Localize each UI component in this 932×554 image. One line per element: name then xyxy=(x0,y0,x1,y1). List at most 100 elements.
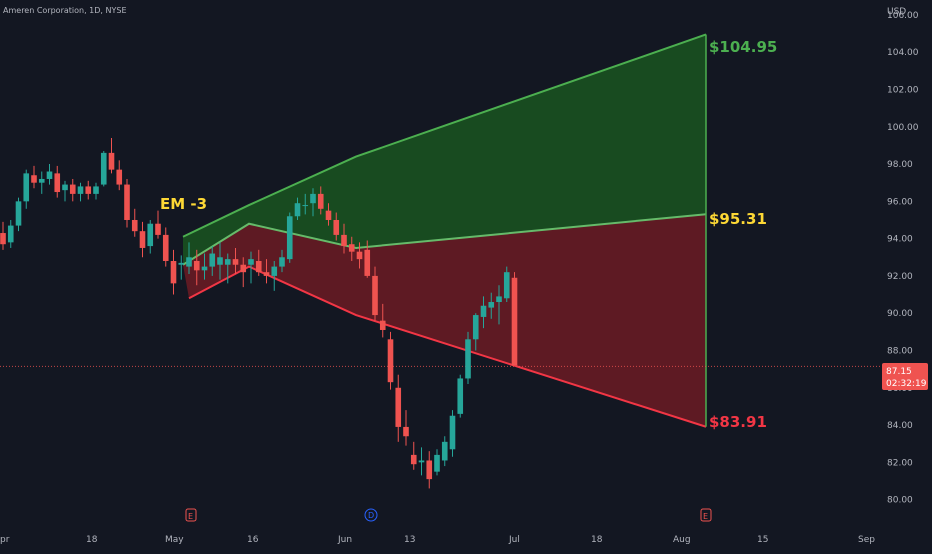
x-tick-label: 15 xyxy=(757,535,768,545)
candle-body xyxy=(224,259,231,265)
time-axis[interactable]: pr 18 May 16 Jun 13 Jul 18 Aug 15 Sep xyxy=(0,535,875,545)
candle xyxy=(155,210,161,239)
candle xyxy=(341,223,347,254)
upper-target-label: $104.95 xyxy=(709,38,777,56)
event-marker-earnings-2[interactable]: E xyxy=(700,508,712,522)
candle-body xyxy=(108,152,115,170)
candle-body xyxy=(232,259,239,265)
y-tick-label: 94.00 xyxy=(887,235,913,245)
candle xyxy=(279,249,285,273)
candle xyxy=(286,212,293,263)
candle-body xyxy=(325,210,332,220)
candle-body xyxy=(162,234,169,261)
x-tick-label: Aug xyxy=(673,535,691,545)
candle-body xyxy=(395,387,402,427)
candle xyxy=(186,242,192,275)
y-tick-label: 104.00 xyxy=(887,48,919,58)
em-label: EM -3 xyxy=(160,195,207,213)
candle-body xyxy=(341,234,347,247)
x-tick-label: Jun xyxy=(337,535,352,545)
y-tick-label: 80.00 xyxy=(887,496,913,506)
symbol-title: Ameren Corporation, 1D, NYSE xyxy=(3,6,127,15)
candle xyxy=(302,193,309,215)
candlestick-series[interactable] xyxy=(0,137,518,489)
candle-body xyxy=(240,264,247,273)
candle xyxy=(255,249,262,276)
candle xyxy=(271,261,278,291)
candle xyxy=(480,296,487,329)
expected-move-drawing[interactable] xyxy=(182,33,707,428)
y-tick-label: 88.00 xyxy=(887,346,913,356)
candle-body xyxy=(69,184,76,194)
candle xyxy=(139,221,146,258)
candle-body xyxy=(294,203,301,217)
candle-body xyxy=(116,169,123,185)
lower-band-area xyxy=(183,214,706,427)
y-tick-label: 100.00 xyxy=(887,123,919,133)
y-tick-label: 96.00 xyxy=(887,197,913,207)
current-price-badge: 87.15 02:32:19 xyxy=(882,363,928,390)
lower-target-label: $83.91 xyxy=(709,413,767,431)
x-tick-label: pr xyxy=(0,535,10,545)
candle xyxy=(7,219,14,248)
candle-body xyxy=(31,175,37,183)
candle-body xyxy=(263,272,270,276)
candle-body xyxy=(372,275,378,316)
candle-body xyxy=(503,272,510,299)
y-tick-label: 102.00 xyxy=(887,85,919,95)
candle xyxy=(496,285,502,325)
event-marker-earnings-1[interactable]: E xyxy=(185,508,197,522)
candle xyxy=(418,447,425,476)
candle-body xyxy=(193,261,200,271)
candle-body xyxy=(178,262,185,265)
candle-body xyxy=(496,296,502,303)
candle-body xyxy=(333,219,340,235)
candle xyxy=(108,137,115,174)
y-tick-label: 106.00 xyxy=(887,11,919,21)
candle-body xyxy=(310,193,316,204)
candle xyxy=(511,272,518,366)
candle-body xyxy=(54,173,61,193)
candle xyxy=(224,253,231,284)
candle xyxy=(488,292,495,319)
candle xyxy=(333,212,340,241)
mid-target-label: $95.31 xyxy=(709,210,767,228)
candle-body xyxy=(124,184,130,220)
candle-body xyxy=(403,426,409,437)
candle xyxy=(441,436,448,467)
candle xyxy=(325,203,332,226)
candle xyxy=(217,242,223,280)
candle-body xyxy=(441,441,448,461)
candle-body xyxy=(139,231,146,248)
candle-body xyxy=(418,460,425,463)
candle-body xyxy=(248,259,254,265)
current-price-value: 87.15 xyxy=(886,367,912,377)
candle-body xyxy=(147,223,154,247)
event-marker-dividend[interactable]: D xyxy=(364,508,378,522)
candle-body xyxy=(387,339,394,383)
candle-body xyxy=(449,415,456,450)
candle-body xyxy=(472,315,479,340)
candle xyxy=(124,178,130,228)
candle xyxy=(294,197,301,220)
candle-body xyxy=(201,266,208,271)
candle xyxy=(116,160,123,191)
y-tick-label: 82.00 xyxy=(887,458,913,468)
candle-body xyxy=(38,178,45,183)
y-tick-label: 98.00 xyxy=(887,160,913,170)
x-tick-label: May xyxy=(165,535,184,545)
candle xyxy=(100,151,107,187)
candle-body xyxy=(46,171,53,179)
candle-body xyxy=(62,184,68,191)
candle-body xyxy=(209,253,216,267)
candle xyxy=(85,180,92,200)
candle-body xyxy=(348,244,355,252)
x-tick-label: 16 xyxy=(247,535,259,545)
candle-body xyxy=(23,173,30,202)
mid-band-line xyxy=(182,213,707,266)
candle-body xyxy=(465,339,471,379)
candle xyxy=(503,266,510,303)
candle xyxy=(426,451,433,489)
candle-body xyxy=(271,266,278,276)
